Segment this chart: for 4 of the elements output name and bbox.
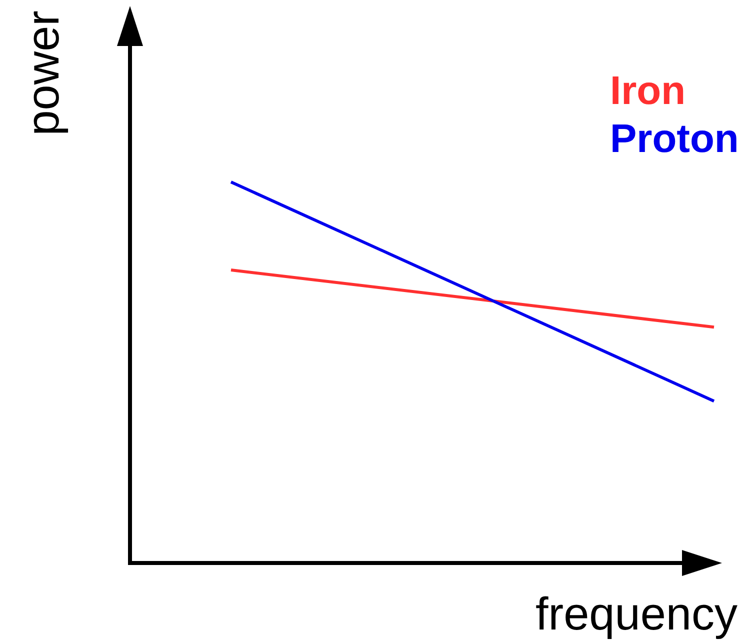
y-axis-title: power bbox=[16, 10, 68, 136]
text: Proton bbox=[610, 117, 739, 161]
x-axis-title: frequency bbox=[535, 588, 738, 640]
text: Iron bbox=[610, 69, 686, 113]
